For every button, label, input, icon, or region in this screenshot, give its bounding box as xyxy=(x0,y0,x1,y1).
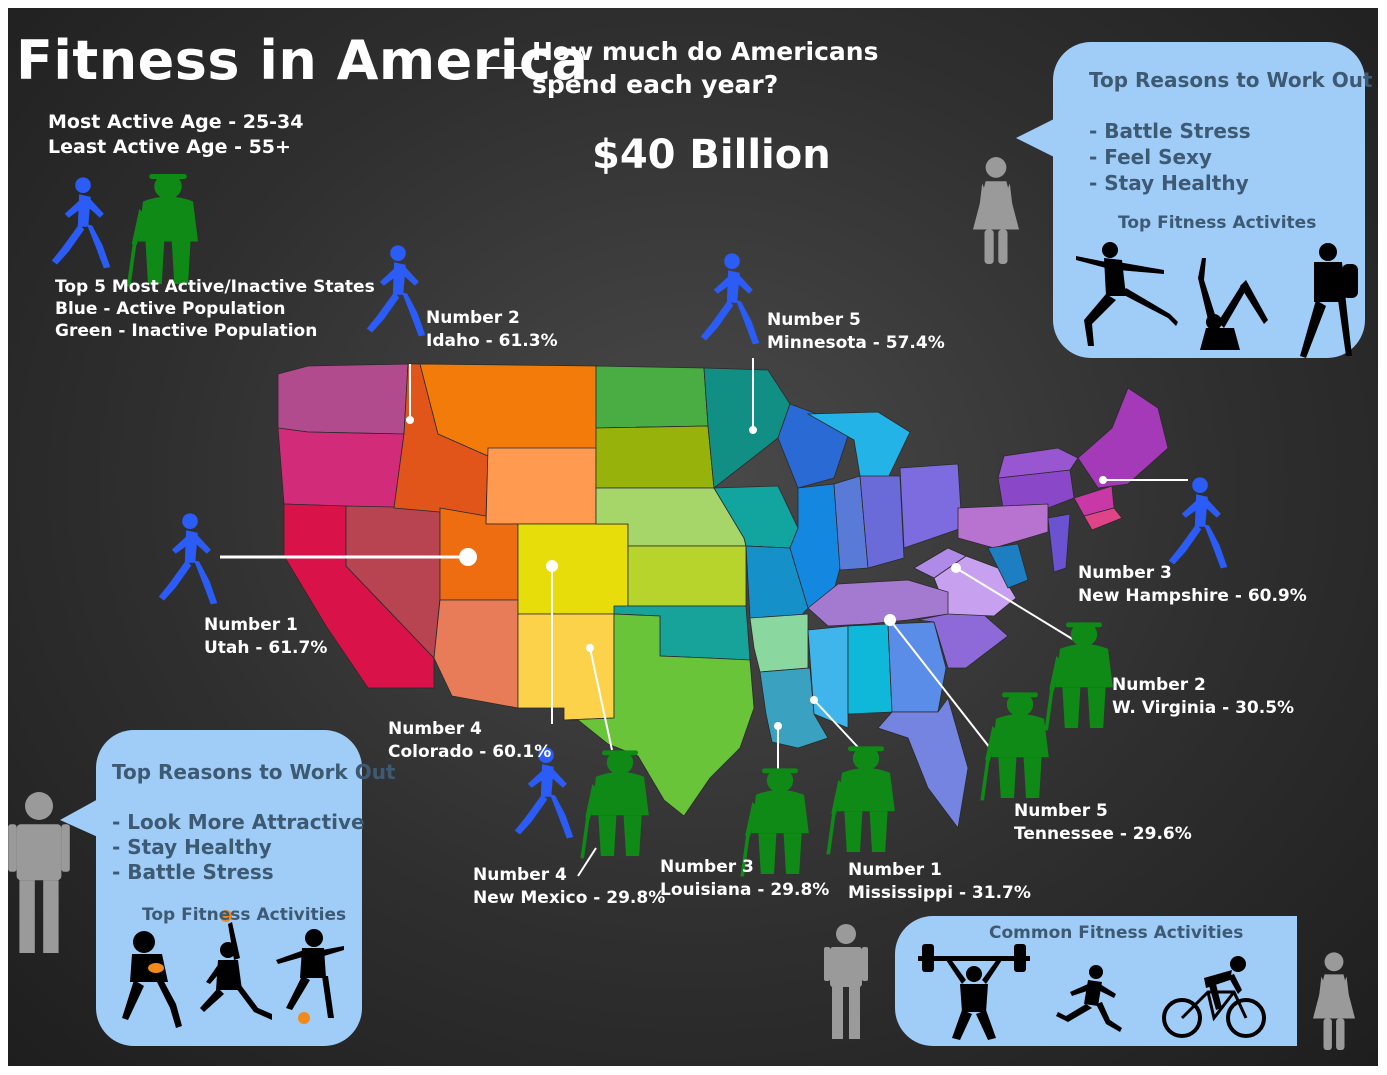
least-active-age: Least Active Age - 55+ xyxy=(48,136,291,158)
connector-lines xyxy=(220,358,1188,877)
mississippi-label: Number 1 Mississippi - 31.7% xyxy=(848,860,1031,903)
infographic: Fitness in America How much do Americans… xyxy=(8,8,1378,1066)
legend-heading: Top 5 Most Active/Inactive States xyxy=(55,277,375,297)
legend-blue: Blue - Active Population xyxy=(55,299,286,319)
female-bubble-decor xyxy=(973,118,1358,358)
new-hampshire-label: Number 3 New Hampshire - 60.9% xyxy=(1078,563,1307,606)
running-icon xyxy=(1056,965,1122,1032)
football-icon xyxy=(122,931,182,1028)
minnesota-label: Number 5 Minnesota - 57.4% xyxy=(767,310,945,353)
new-mexico-label: Number 4 New Mexico - 29.8% xyxy=(473,865,666,908)
louisiana-label: Number 3 Louisiana - 29.8% xyxy=(660,857,830,900)
female-reason-1: - Battle Stress xyxy=(1089,119,1251,143)
yoga-icon xyxy=(1198,258,1268,350)
spend-amount: $40 Billion xyxy=(592,132,831,178)
female-activities-heading: Top Fitness Activites xyxy=(1118,213,1317,233)
male-reason-1: - Look More Attractive xyxy=(112,810,365,834)
female-figure-small-icon xyxy=(1313,952,1355,1050)
male-reason-2: - Stay Healthy xyxy=(112,835,272,859)
male-reason-3: - Battle Stress xyxy=(112,860,274,884)
common-activities-heading: Common Fitness Activities xyxy=(989,923,1244,943)
soccer-icon xyxy=(276,929,344,1024)
idaho-label: Number 2 Idaho - 61.3% xyxy=(426,308,558,351)
male-figure-small-icon xyxy=(824,924,868,1039)
male-activities-heading: Top Fitness Activities xyxy=(142,905,347,925)
colorado-label: Number 4 Colorado - 60.1% xyxy=(388,719,552,762)
spend-question-line-1: How much do Americans xyxy=(532,37,879,66)
weightlifting-icon xyxy=(918,944,1030,1040)
hiker-icon xyxy=(1300,243,1358,358)
legend-green: Green - Inactive Population xyxy=(55,321,318,341)
common-activities-decor xyxy=(824,924,1355,1050)
female-reason-3: - Stay Healthy xyxy=(1089,171,1249,195)
most-active-age: Most Active Age - 25-34 xyxy=(48,111,304,133)
map-states xyxy=(277,363,1169,829)
male-reasons-heading: Top Reasons to Work Out xyxy=(112,760,396,784)
utah-label: Number 1 Utah - 61.7% xyxy=(204,615,328,658)
female-reasons-heading: Top Reasons to Work Out xyxy=(1089,68,1373,92)
female-reason-2: - Feel Sexy xyxy=(1089,145,1212,169)
tennessee-label: Number 5 Tennessee - 29.6% xyxy=(1014,801,1192,844)
west-virginia-label: Number 2 W. Virginia - 30.5% xyxy=(1112,675,1295,718)
us-map-graphic xyxy=(51,174,1228,877)
basketball-icon xyxy=(200,910,272,1020)
title-divider xyxy=(482,67,524,69)
spend-question-line-2: spend each year? xyxy=(532,70,779,99)
dancer-icon xyxy=(1076,242,1178,346)
cycling-icon xyxy=(1162,956,1266,1038)
male-bubble-decor xyxy=(8,792,344,1028)
page-title: Fitness in America xyxy=(16,29,589,92)
